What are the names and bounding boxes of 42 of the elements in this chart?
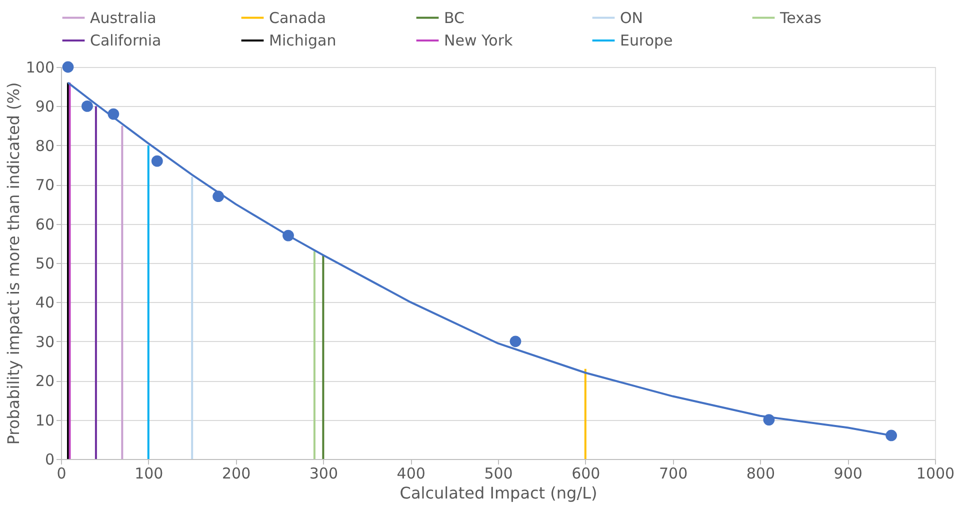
legend-label: ON — [620, 8, 644, 27]
x-tick-label: 200 — [222, 464, 251, 482]
x-tick-label: 500 — [484, 464, 513, 482]
y-tick-label: 80 — [35, 136, 54, 155]
y-tick-label: 20 — [35, 372, 54, 390]
x-tick-label: 800 — [746, 464, 776, 482]
point — [82, 100, 93, 112]
y-tick-label: 100 — [26, 58, 54, 76]
y-tick-label: 90 — [35, 98, 54, 116]
x-tick-label: 100 — [134, 464, 164, 482]
y-tick-label: 30 — [35, 332, 54, 351]
y-tick-label: 50 — [35, 254, 54, 272]
y-tick-label: 10 — [35, 411, 54, 430]
legend-label: Australia — [90, 8, 156, 27]
legend-label: Canada — [269, 8, 326, 27]
legend-label: Michigan — [269, 32, 336, 50]
x-tick-label: 300 — [309, 464, 338, 482]
legend-label: California — [90, 32, 162, 50]
y-tick-label: 40 — [35, 294, 54, 312]
point — [886, 430, 897, 442]
point — [282, 230, 294, 242]
point — [763, 414, 775, 426]
legend-label: New York — [444, 32, 513, 50]
point — [108, 108, 120, 120]
y-tick-label: 60 — [35, 215, 54, 234]
point — [212, 190, 224, 202]
legend-label: BC — [444, 8, 465, 27]
x-tick-label: 0 — [56, 464, 66, 482]
y-tick-label: 0 — [44, 450, 54, 468]
y-tick-label: 70 — [35, 176, 54, 194]
x-tick-label: 400 — [396, 464, 426, 482]
x-tick-label: 600 — [572, 464, 600, 482]
x-axis-title: Calculated Impact (ng/L) — [400, 484, 598, 502]
legend-label: Europe — [620, 32, 673, 50]
legend-label: Texas — [779, 8, 822, 27]
point — [510, 336, 522, 348]
x-tick-label: 900 — [834, 464, 862, 482]
x-tick-label: 700 — [658, 464, 688, 482]
point — [62, 61, 74, 73]
point — [151, 155, 163, 167]
x-tick-label: 1000 — [916, 464, 955, 482]
y-axis-title: Probability impact is more than indicated (%) — [4, 82, 23, 445]
